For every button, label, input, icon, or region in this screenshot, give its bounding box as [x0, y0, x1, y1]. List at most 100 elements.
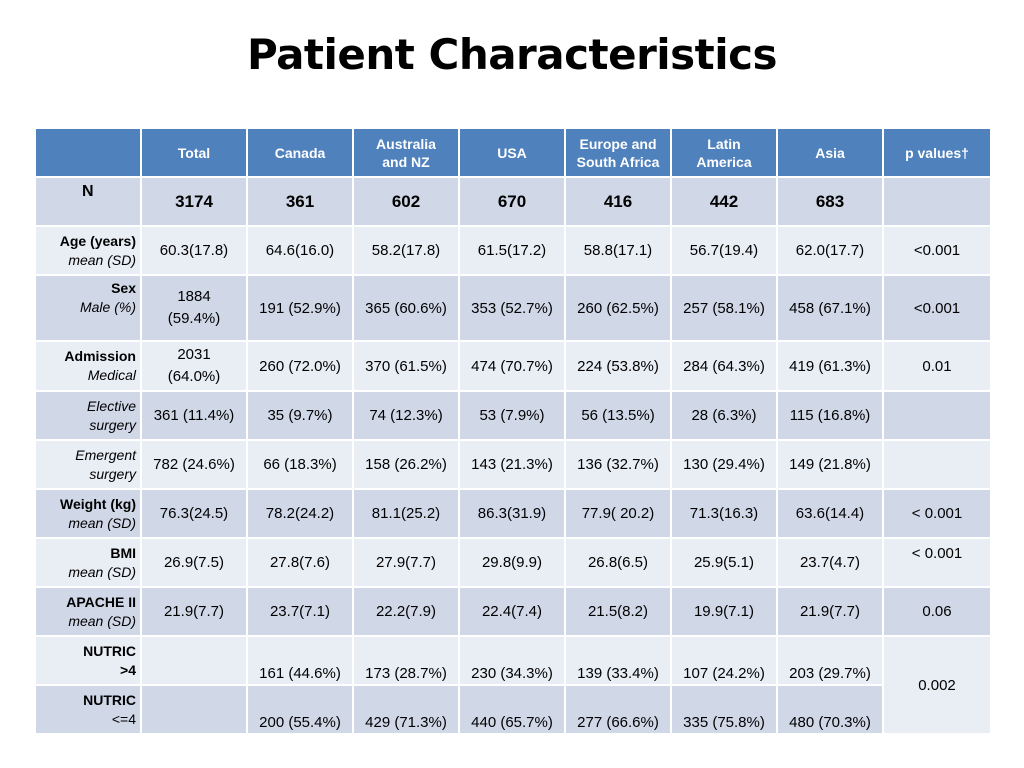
- weight-canada: 78.2(24.2): [246, 488, 354, 539]
- header-p-values: p values†: [882, 127, 992, 178]
- table-row-nutric-low: NUTRIC <=4 200 (55.4%) 429 (71.3%) 440 (6…: [34, 684, 991, 735]
- nutric-low-label-line2: <=4: [111, 710, 136, 727]
- apache-total: 21.9(7.7): [140, 586, 248, 637]
- table-row-age: Age (years) mean (SD) 60.3(17.8) 64.6(16.…: [34, 225, 992, 276]
- table-row-nutric-high: NUTRIC >4 161 (44.6%) 173 (28.7%) 230 (34…: [34, 635, 992, 735]
- n-australia-nz: 602: [352, 176, 460, 227]
- elective-label-line2: surgery: [89, 416, 136, 433]
- elective-total: 361 (11.4%): [140, 390, 248, 441]
- nutric-low-usa: 440 (65.7%): [458, 684, 566, 735]
- admission-label-italic: Medical: [87, 367, 136, 383]
- header-eur-line1: Europe and: [579, 135, 657, 152]
- bmi-label-bold: BMI: [110, 544, 136, 561]
- row-label-emergent: Emergent surgery: [34, 439, 142, 490]
- row-label-nutric-high: NUTRIC >4: [34, 635, 142, 686]
- age-canada: 64.6(16.0): [246, 225, 354, 276]
- apache-label-italic: mean (SD): [68, 612, 136, 629]
- nutric-low-europe: 277 (66.6%): [564, 684, 672, 735]
- row-label-sex: Sex Male (%): [34, 274, 142, 342]
- age-label-italic: mean (SD): [68, 251, 136, 268]
- header-lat-line2: America: [696, 153, 752, 170]
- table-row-bmi: BMI mean (SD) 26.9(7.5) 27.8(7.6) 27.9(7.…: [34, 537, 992, 588]
- admission-total-line1: 2031: [177, 346, 211, 363]
- bmi-asia: 23.7(4.7): [776, 537, 884, 588]
- sex-p-value: <0.001: [882, 274, 992, 342]
- header-eur-line2: South Africa: [576, 153, 660, 170]
- emergent-australia-nz: 158 (26.2%): [352, 439, 460, 490]
- nutric-high-australia-nz: 173 (28.7%): [352, 635, 460, 686]
- elective-canada: 35 (9.7%): [246, 390, 354, 441]
- row-label-nutric-low: NUTRIC <=4: [34, 684, 142, 735]
- row-label-apache: APACHE II mean (SD): [34, 586, 142, 637]
- sex-total-line1: 1884: [177, 288, 211, 305]
- sex-canada: 191 (52.9%): [246, 274, 354, 342]
- admission-usa: 474 (70.7%): [458, 340, 566, 392]
- nutric-high-label-line1: NUTRIC: [83, 642, 136, 659]
- weight-latin-america: 71.3(16.3): [670, 488, 778, 539]
- emergent-total: 782 (24.6%): [140, 439, 248, 490]
- nutric-low-asia: 480 (70.3%): [776, 684, 884, 735]
- weight-total: 76.3(24.5): [140, 488, 248, 539]
- apache-latin-america: 19.9(7.1): [670, 586, 778, 637]
- table-row-n: N 3174 361 602 670 416 442 683: [34, 176, 992, 227]
- sex-australia-nz: 365 (60.6%): [352, 274, 460, 342]
- emergent-europe: 136 (32.7%): [564, 439, 672, 490]
- age-australia-nz: 58.2(17.8): [352, 225, 460, 276]
- page-title: Patient Characteristics: [246, 30, 778, 79]
- sex-asia: 458 (67.1%): [776, 274, 884, 342]
- nutric-low-total: [140, 684, 248, 735]
- header-asia: Asia: [776, 127, 884, 178]
- nutric-high-latin-america: 107 (24.2%): [670, 635, 778, 686]
- emergent-canada: 66 (18.3%): [246, 439, 354, 490]
- weight-asia: 63.6(14.4): [776, 488, 884, 539]
- n-asia: 683: [776, 176, 884, 227]
- nutric-high-europe: 139 (33.4%): [564, 635, 672, 686]
- header-lat-line1: Latin: [707, 135, 741, 152]
- bmi-p-value: < 0.001: [882, 537, 992, 588]
- sex-label-italic: Male (%): [79, 299, 136, 315]
- apache-europe: 21.5(8.2): [564, 586, 672, 637]
- n-total: 3174: [140, 176, 248, 227]
- emergent-p-value: [882, 439, 992, 490]
- age-p-value: <0.001: [882, 225, 992, 276]
- admission-latin-america: 284 (64.3%): [670, 340, 778, 392]
- sex-latin-america: 257 (58.1%): [670, 274, 778, 342]
- apache-label-bold: APACHE II: [66, 593, 136, 610]
- nutric-high-asia: 203 (29.7%): [776, 635, 884, 686]
- nutric-high-label-line2: >4: [120, 661, 136, 678]
- header-australia-nz: Australia and NZ: [352, 127, 460, 178]
- emergent-label-line1: Emergent: [75, 446, 136, 463]
- apache-canada: 23.7(7.1): [246, 586, 354, 637]
- age-europe: 58.8(17.1): [564, 225, 672, 276]
- sex-total-line2: (59.4%): [167, 310, 221, 327]
- header-usa: USA: [458, 127, 566, 178]
- bmi-latin-america: 25.9(5.1): [670, 537, 778, 588]
- elective-asia: 115 (16.8%): [776, 390, 884, 441]
- n-p-value: [882, 176, 992, 227]
- nutric-high-canada: 161 (44.6%): [246, 635, 354, 686]
- sex-label-bold: Sex: [111, 280, 136, 296]
- header-canada: Canada: [246, 127, 354, 178]
- bmi-usa: 29.8(9.9): [458, 537, 566, 588]
- n-canada: 361: [246, 176, 354, 227]
- table-row-elective-surgery: Elective surgery 361 (11.4%) 35 (9.7%) 74…: [34, 390, 992, 441]
- elective-p-value: [882, 390, 992, 441]
- elective-usa: 53 (7.9%): [458, 390, 566, 441]
- row-label-admission: Admission Medical: [34, 340, 142, 392]
- bmi-canada: 27.8(7.6): [246, 537, 354, 588]
- weight-usa: 86.3(31.9): [458, 488, 566, 539]
- row-label-age: Age (years) mean (SD): [34, 225, 142, 276]
- admission-total: 2031 (64.0%): [140, 340, 248, 392]
- admission-australia-nz: 370 (61.5%): [352, 340, 460, 392]
- admission-canada: 260 (72.0%): [246, 340, 354, 392]
- nutric-low-australia-nz: 429 (71.3%): [352, 684, 460, 735]
- table-row-sex: Sex Male (%) 1884 (59.4%) 191 (52.9%) 365 …: [34, 274, 992, 342]
- admission-label-bold: Admission: [64, 348, 136, 364]
- weight-europe: 77.9( 20.2): [564, 488, 672, 539]
- table-row-emergent-surgery: Emergent surgery 782 (24.6%) 66 (18.3%) 1…: [34, 439, 992, 490]
- bmi-total: 26.9(7.5): [140, 537, 248, 588]
- bmi-label-italic: mean (SD): [68, 563, 136, 580]
- header-aus-line2: and NZ: [382, 153, 430, 170]
- admission-p-value: 0.01: [882, 340, 992, 392]
- row-label-n: N: [34, 176, 142, 227]
